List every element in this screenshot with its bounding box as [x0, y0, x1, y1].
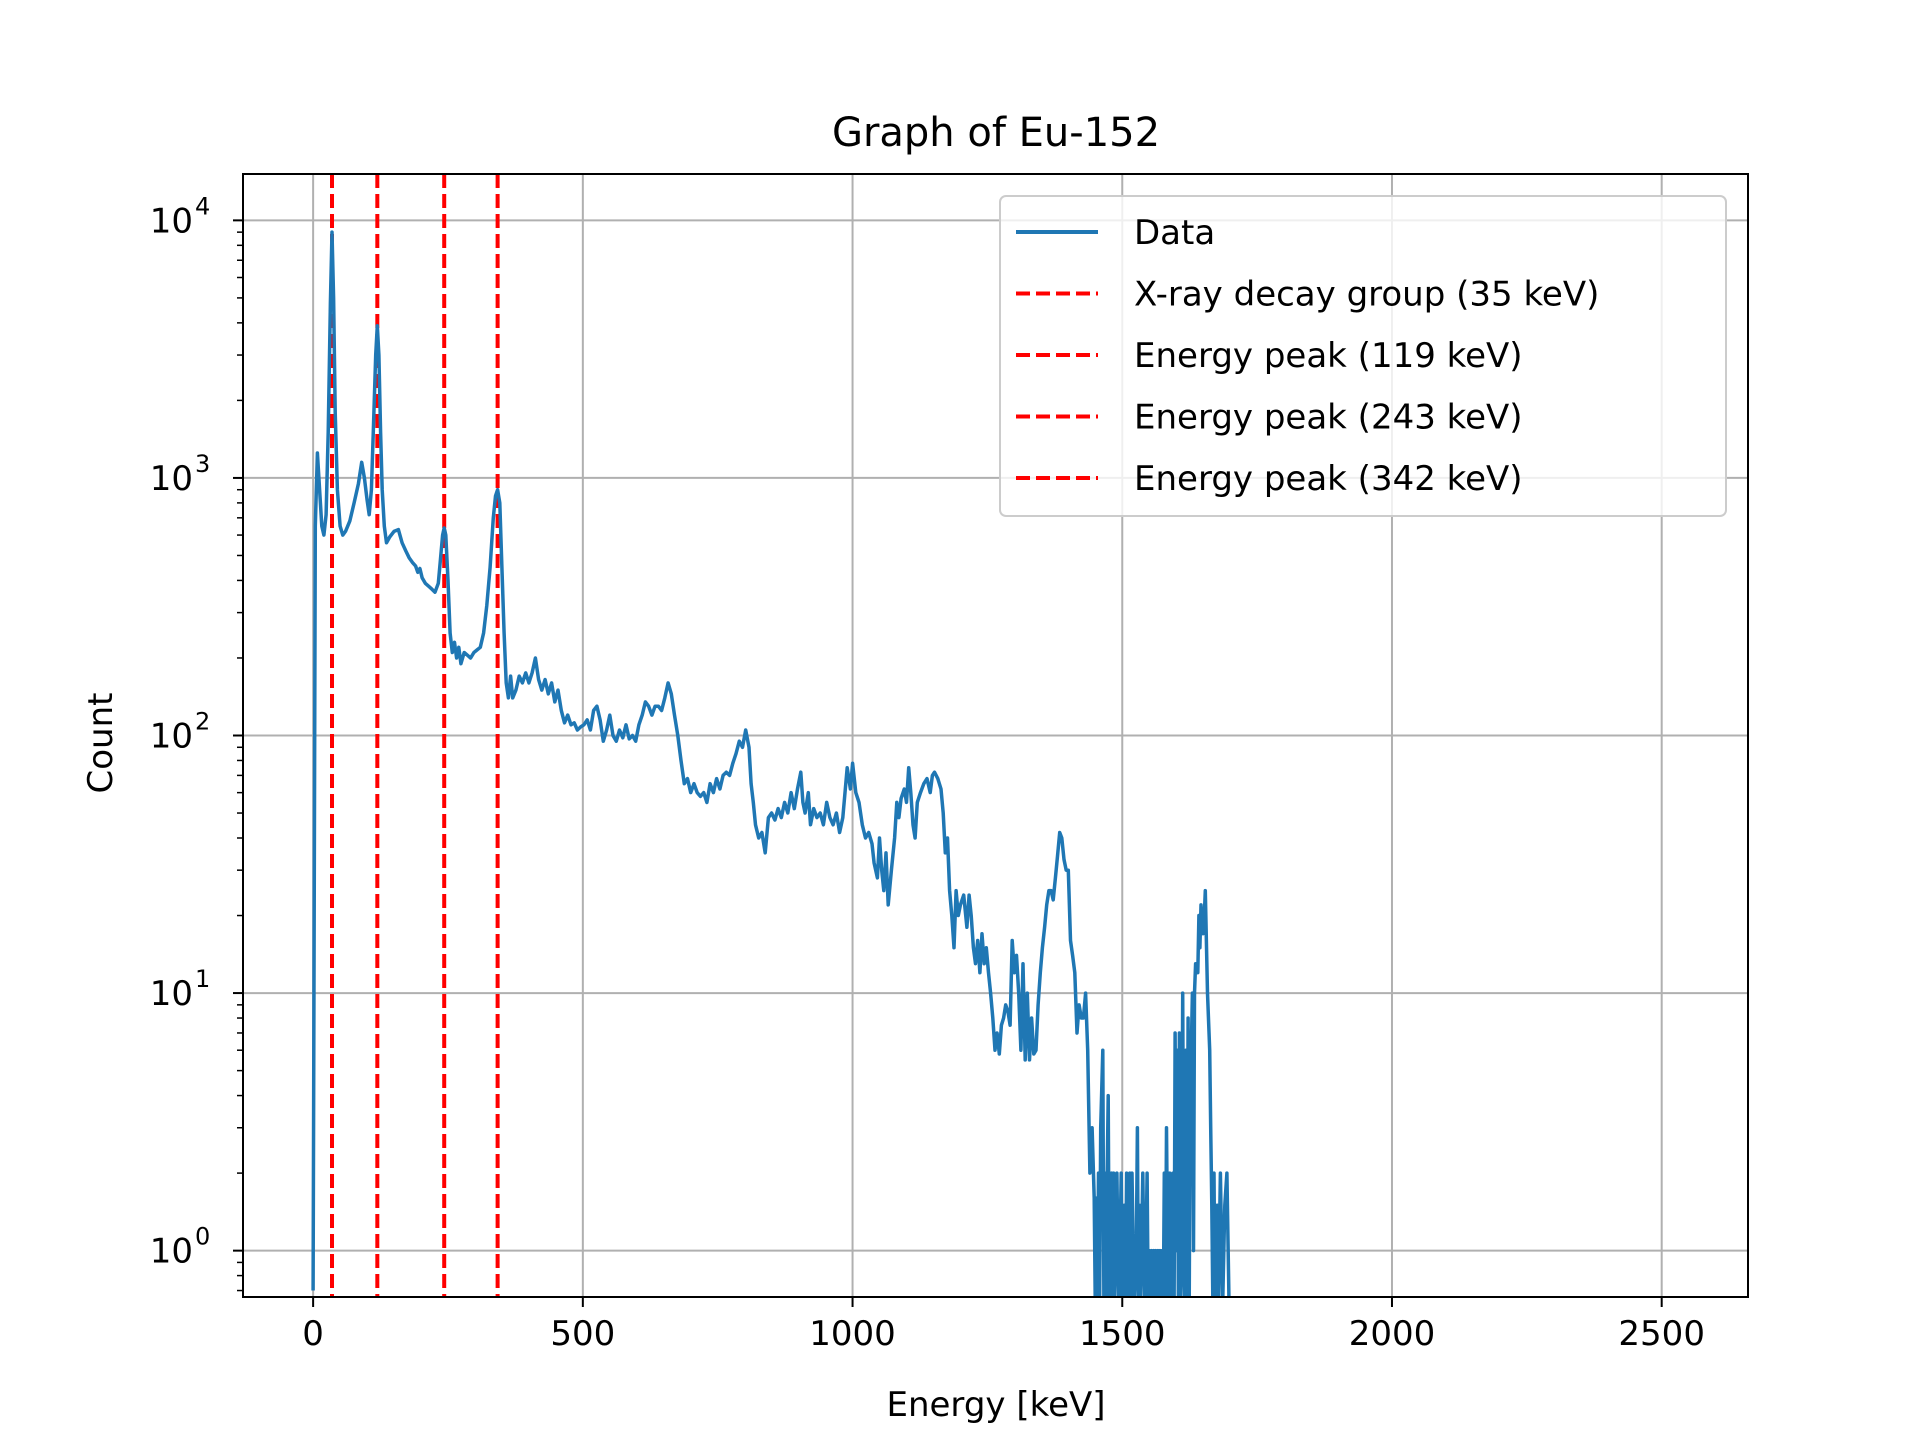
legend: Data X-ray decay group (35 keV) Energy pea… — [999, 195, 1727, 517]
y-axis-label: Count — [81, 693, 121, 794]
legend-label: Energy peak (119 keV) — [1134, 336, 1523, 376]
y-tick-label: 10 — [150, 1232, 193, 1272]
legend-label: X-ray decay group (35 keV) — [1134, 275, 1599, 315]
y-tick-exponent: 1 — [195, 965, 210, 993]
y-tick-label: 10 — [150, 974, 193, 1014]
y-tick-exponent: 3 — [195, 450, 210, 478]
chart-title: Graph of Eu-152 — [832, 110, 1160, 156]
x-tick-label: 500 — [550, 1314, 615, 1354]
x-axis-label: Energy [keV] — [886, 1385, 1105, 1425]
plot-area — [311, 174, 1231, 1297]
x-tick-label: 2500 — [1618, 1314, 1705, 1354]
y-tick-label: 10 — [150, 717, 193, 757]
legend-label: Energy peak (342 keV) — [1134, 459, 1523, 499]
x-tick-label: 1500 — [1079, 1314, 1166, 1354]
legend-box — [999, 195, 1727, 517]
legend-label: Energy peak (243 keV) — [1134, 398, 1523, 438]
y-tick-exponent: 4 — [195, 192, 210, 220]
x-tick-label: 1000 — [809, 1314, 896, 1354]
x-tick-label: 2000 — [1349, 1314, 1436, 1354]
y-tick-exponent: 2 — [195, 708, 210, 736]
y-tick-label: 10 — [150, 201, 193, 241]
legend-label: Data — [1134, 213, 1215, 253]
y-tick-exponent: 0 — [195, 1223, 210, 1251]
data-series-line — [311, 230, 1231, 1297]
y-tick-label: 10 — [150, 459, 193, 499]
x-tick-label: 0 — [302, 1314, 324, 1354]
